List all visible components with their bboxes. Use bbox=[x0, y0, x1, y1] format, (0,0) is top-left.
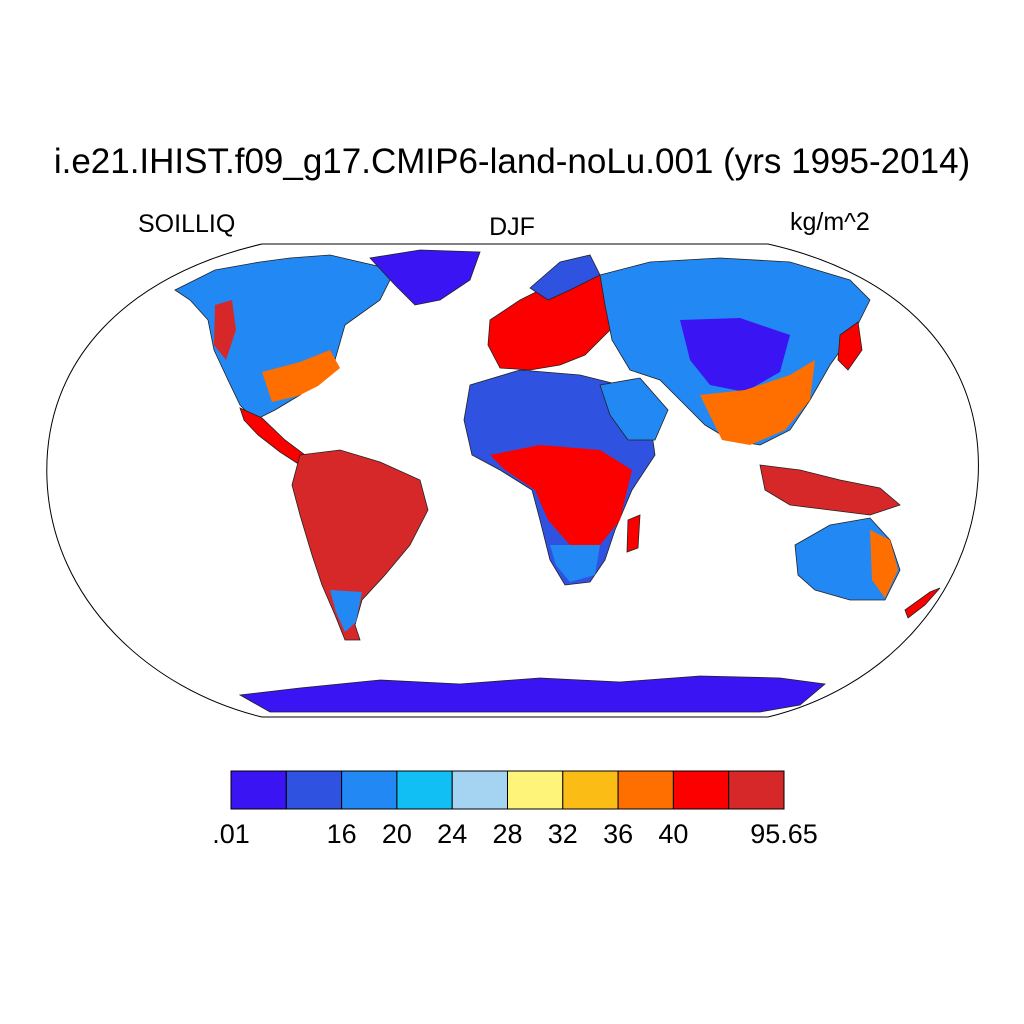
australia-east-wet bbox=[870, 530, 898, 598]
season-label: DJF bbox=[489, 213, 535, 241]
colorbar-box bbox=[285, 770, 343, 810]
colorbar-box bbox=[728, 770, 785, 810]
north-america-west-coast bbox=[214, 300, 236, 360]
units-label: kg/m^2 bbox=[790, 208, 870, 236]
colorbar-box bbox=[562, 770, 619, 810]
colorbar-tick-label: 32 bbox=[548, 819, 578, 849]
colorbar-box bbox=[341, 770, 398, 810]
variable-label: SOILLIQ bbox=[138, 210, 236, 238]
south-america-landmass bbox=[291, 449, 429, 641]
antarctica bbox=[238, 675, 826, 713]
asia-central-dry bbox=[680, 318, 790, 392]
colorbar-box bbox=[507, 770, 564, 810]
colorbar-tick-label: 16 bbox=[327, 819, 357, 849]
africa-wet-belt bbox=[490, 445, 632, 545]
colorbar-tick-label: 95.65 bbox=[750, 819, 818, 849]
south-america-south bbox=[330, 590, 362, 632]
colorbar-tick-label: 20 bbox=[382, 819, 412, 849]
colorbar-box bbox=[672, 770, 730, 810]
colorbar-box bbox=[230, 770, 287, 810]
colorbar-box bbox=[617, 770, 674, 810]
indonesia bbox=[759, 464, 901, 516]
japan bbox=[837, 321, 863, 371]
colorbar-tick-label: 24 bbox=[437, 819, 467, 849]
madagascar bbox=[626, 514, 641, 553]
north-america-east-wet bbox=[262, 350, 340, 402]
africa-south bbox=[550, 545, 600, 582]
greenland bbox=[369, 249, 481, 306]
arabia bbox=[599, 377, 669, 441]
colorbar-tick-label: 36 bbox=[603, 819, 633, 849]
map-title: i.e21.IHIST.f09_g17.CMIP6-land-noLu.001 … bbox=[53, 142, 971, 181]
south-asia-wet bbox=[700, 360, 815, 445]
colorbar-box bbox=[451, 770, 509, 810]
colorbar-tick-label: 28 bbox=[492, 819, 522, 849]
colorbar-box bbox=[396, 770, 453, 810]
colorbar-tick-label: .01 bbox=[212, 819, 250, 849]
colorbar-tick-label: 40 bbox=[658, 819, 688, 849]
new-zealand bbox=[904, 587, 941, 619]
